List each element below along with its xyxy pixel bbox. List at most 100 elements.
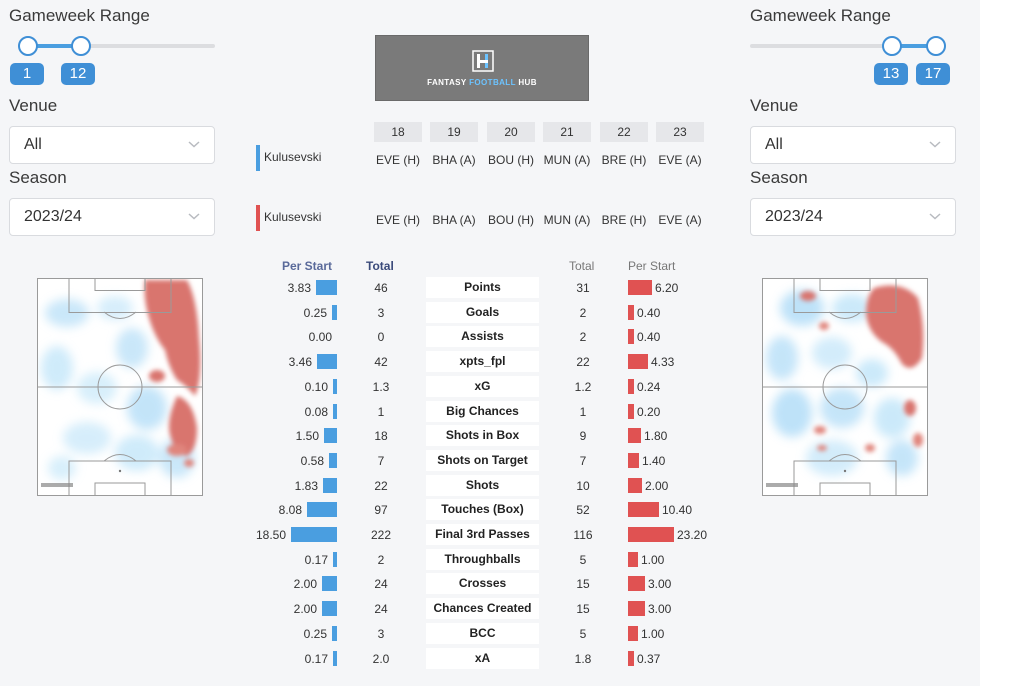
left-per-start-bar	[322, 576, 337, 591]
right-total-header: Total	[569, 259, 595, 273]
left-range-end-value: 12	[61, 63, 95, 85]
right-per-start-bar	[628, 329, 634, 344]
right-per-start-bar	[628, 601, 645, 616]
logo-text-b: FOOTBALL	[469, 78, 516, 87]
right-range-end-handle[interactable]	[926, 36, 946, 56]
left-per-start-value: 2.00	[293, 602, 317, 616]
left-per-start-value: 1.50	[295, 429, 319, 443]
left-per-start-value: 2.00	[293, 577, 317, 591]
right-venue-select[interactable]: All	[750, 126, 956, 164]
left-per-start-bar	[333, 651, 337, 666]
comparison-panel: Gameweek Range 1 12 Venue All Season 202…	[9, 6, 956, 669]
left-per-start-value: 0.25	[303, 306, 327, 320]
left-per-start-bar	[324, 428, 337, 443]
left-per-start-bar	[332, 626, 337, 641]
left-per-start-bar	[333, 404, 337, 419]
right-per-start-bar	[628, 379, 634, 394]
stat-label: xG	[426, 376, 539, 397]
left-total-value: 2.0	[372, 652, 390, 666]
left-range-slider[interactable]	[18, 36, 215, 56]
right-season-select[interactable]: 2023/24	[750, 198, 956, 236]
right-total-value: 2	[579, 330, 587, 344]
left-total-value: 7	[377, 454, 385, 468]
right-per-start-value: 1.00	[641, 553, 665, 567]
fixture: MUN (A)	[543, 213, 591, 227]
left-heatmap	[37, 278, 203, 496]
stat-label: Shots in Box	[426, 425, 539, 446]
right-per-start-value: 1.40	[642, 454, 666, 468]
left-per-start-value: 3.46	[288, 355, 312, 369]
right-total-value: 1.8	[574, 652, 592, 666]
left-per-start-bar	[307, 502, 337, 517]
left-total-header: Total	[366, 259, 394, 273]
right-range-fill	[892, 44, 936, 48]
chevron-down-icon	[188, 141, 200, 148]
logo-text-c: HUB	[515, 78, 537, 87]
fixture: EVE (H)	[375, 213, 420, 227]
logo-text: FANTASY FOOTBALL HUB	[376, 78, 588, 87]
fixture: MUN (A)	[543, 153, 591, 167]
left-per-start-value: 1.83	[294, 479, 318, 493]
gameweek-header: 21	[543, 122, 591, 142]
left-venue-select[interactable]: All	[9, 126, 215, 164]
left-per-start-bar	[291, 527, 337, 542]
left-venue-value: All	[24, 136, 42, 153]
left-heatmap-hotspots	[144, 280, 201, 467]
right-per-start-bar	[628, 552, 638, 567]
right-per-start-bar	[628, 527, 674, 542]
fixture: BHA (A)	[432, 213, 476, 227]
left-range-start-value: 1	[10, 63, 44, 85]
right-per-start-value: 2.00	[645, 479, 669, 493]
left-per-start-header: Per Start	[282, 259, 333, 273]
right-range-label: Gameweek Range	[750, 6, 891, 25]
right-per-start-header: Per Start	[628, 259, 676, 273]
stat-label: Chances Created	[426, 598, 539, 619]
left-range-start-handle[interactable]	[18, 36, 38, 56]
right-total-value: 1.2	[574, 380, 592, 394]
left-per-start-value: 0.08	[304, 405, 328, 419]
left-total-value: 97	[374, 503, 388, 517]
right-per-start-value: 10.40	[662, 503, 693, 517]
right-range-end-value: 17	[916, 63, 950, 85]
fixture: BRE (H)	[601, 153, 647, 167]
left-total-value: 3	[377, 306, 385, 320]
left-penalty-spot	[118, 469, 122, 473]
right-total-value: 1	[579, 405, 587, 419]
fixture: BOU (H)	[488, 153, 534, 167]
right-per-start-value: 1.00	[641, 627, 665, 641]
stat-label: xpts_fpl	[426, 351, 539, 372]
left-venue-label: Venue	[9, 96, 58, 115]
right-per-start-value: 1.80	[644, 429, 668, 443]
left-per-start-value: 18.50	[255, 528, 286, 542]
gameweek-header: 18	[374, 122, 422, 142]
right-per-start-bar	[628, 651, 634, 666]
player-name: Kulusevski	[264, 150, 322, 164]
right-per-start-bar	[628, 305, 634, 320]
left-season-select[interactable]: 2023/24	[9, 198, 215, 236]
hub-logo-icon	[472, 50, 494, 72]
right-heatmap-hotspots	[800, 285, 924, 452]
left-range-label: Gameweek Range	[9, 6, 150, 25]
right-venue-label: Venue	[750, 96, 799, 115]
gameweek-header: 20	[487, 122, 535, 142]
right-per-start-value: 6.20	[655, 281, 679, 295]
left-per-start-value: 3.83	[287, 281, 311, 295]
fixture: EVE (A)	[658, 213, 702, 227]
right-penalty-spot	[843, 469, 847, 473]
player-color-marker	[256, 205, 260, 231]
right-total-value: 5	[579, 553, 587, 567]
left-total-value: 42	[374, 355, 388, 369]
stat-label: xA	[426, 648, 539, 669]
right-total-value: 22	[576, 355, 590, 369]
fixture: EVE (A)	[658, 153, 702, 167]
left-per-start-value: 0.00	[308, 330, 332, 344]
left-per-start-bar	[333, 552, 337, 567]
right-per-start-value: 3.00	[648, 577, 672, 591]
left-total-value: 3	[377, 627, 385, 641]
right-pitch-lines	[762, 278, 928, 496]
right-range-slider[interactable]	[750, 36, 946, 56]
chevron-down-icon	[188, 213, 200, 220]
left-range-end-handle[interactable]	[71, 36, 91, 56]
right-per-start-bar	[628, 354, 648, 369]
right-range-start-handle[interactable]	[882, 36, 902, 56]
